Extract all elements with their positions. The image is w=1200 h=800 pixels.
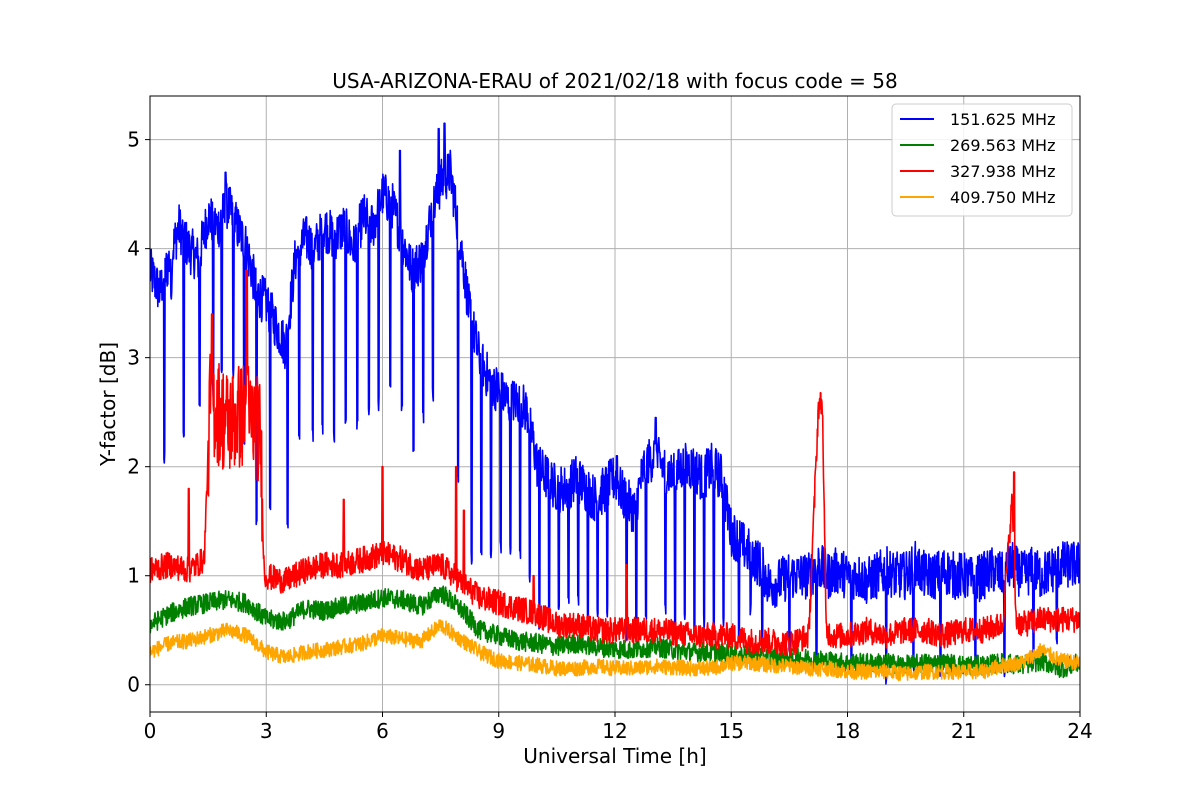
series-line-0 — [150, 122, 1080, 685]
series-line-3 — [150, 619, 1080, 682]
x-tick-label: 3 — [260, 719, 273, 743]
x-tick-label: 6 — [376, 719, 389, 743]
y-tick-label: 2 — [127, 455, 140, 479]
y-tick-label: 1 — [127, 564, 140, 588]
x-axis-ticks: 0 3 6 9 12 15 18 21 24 — [144, 712, 1093, 743]
y-axis-ticks: 0 1 2 3 4 5 — [127, 128, 150, 697]
y-tick-label: 5 — [127, 128, 140, 152]
y-axis-label: Y-factor [dB] — [96, 342, 120, 467]
plot-area — [150, 122, 1080, 685]
legend-box — [891, 103, 1073, 217]
x-tick-label: 12 — [602, 719, 627, 743]
x-tick-label: 18 — [835, 719, 860, 743]
series-line-1 — [150, 585, 1080, 679]
y-tick-label: 4 — [127, 237, 140, 261]
y-tick-label: 0 — [127, 673, 140, 697]
x-tick-label: 21 — [951, 719, 976, 743]
legend-entry-label: 327.938 MHz — [950, 162, 1055, 181]
x-axis-label: Universal Time [h] — [523, 744, 706, 768]
x-tick-label: 24 — [1067, 719, 1092, 743]
legend-entry-label: 269.563 MHz — [950, 136, 1055, 155]
legend: 151.625 MHz 269.563 MHz 327.938 MHz 409.750… — [891, 103, 1073, 217]
legend-entry-label: 409.750 MHz — [950, 188, 1055, 207]
y-tick-label: 3 — [127, 346, 140, 370]
x-tick-label: 9 — [492, 719, 505, 743]
chart-title: USA-ARIZONA-ERAU of 2021/02/18 with focu… — [332, 69, 897, 93]
x-tick-label: 15 — [719, 719, 744, 743]
series-line-2 — [150, 269, 1080, 657]
x-tick-label: 0 — [144, 719, 157, 743]
legend-entry-label: 151.625 MHz — [950, 110, 1055, 129]
